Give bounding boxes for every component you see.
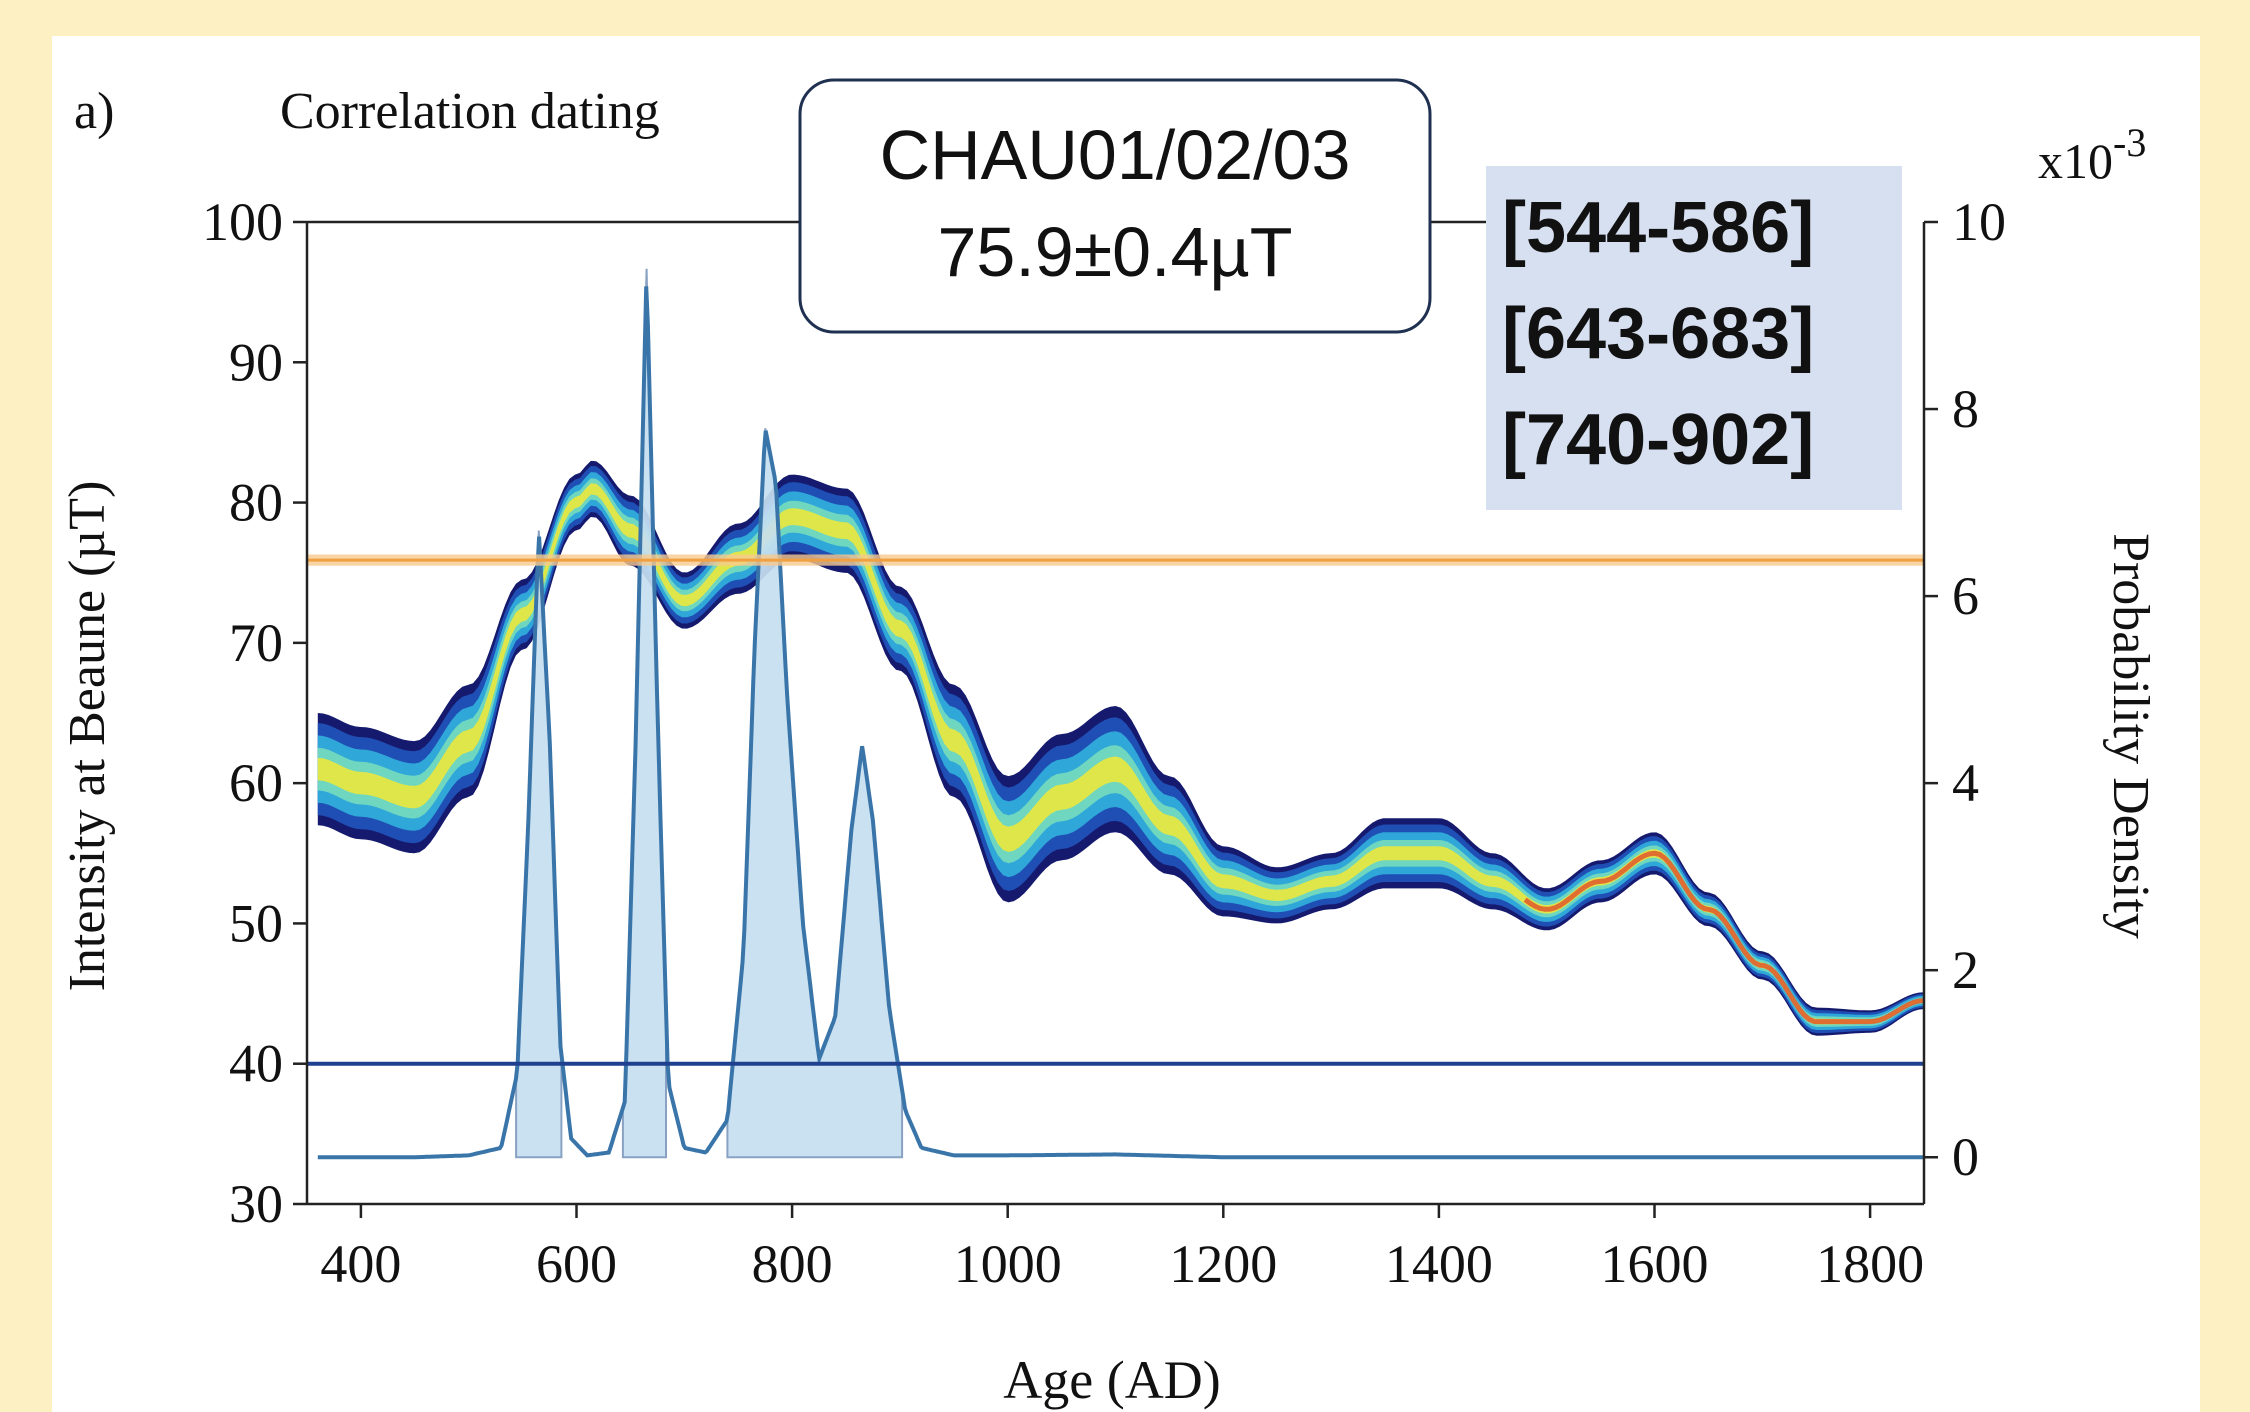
x-tick-label: 600 bbox=[536, 1234, 617, 1294]
y-tick-label-left: 80 bbox=[229, 473, 283, 533]
x-tick-label: 400 bbox=[320, 1234, 401, 1294]
y-axis-label-left: Intensity at Beaune (µT) bbox=[59, 481, 116, 992]
probability-density-curve bbox=[317, 286, 1924, 1160]
y-tick-label-left: 70 bbox=[229, 613, 283, 673]
sample-name: CHAU01/02/03 bbox=[880, 116, 1351, 194]
y-tick-label-right: 8 bbox=[1952, 379, 1979, 439]
x-axis-label: Age (AD) bbox=[1003, 1350, 1220, 1410]
y-tick-label-right: 10 bbox=[1952, 192, 2006, 252]
y-tick-label-left: 50 bbox=[229, 893, 283, 953]
curve-envelope-core bbox=[317, 478, 1924, 1027]
curve-max-probability-ridge bbox=[1523, 850, 1925, 1025]
x-tick-label: 1800 bbox=[1816, 1234, 1924, 1294]
y-axis-label-right: Probability Density bbox=[2102, 533, 2159, 939]
age-interval-3: [740-902] bbox=[1502, 400, 1814, 480]
correlation-dating-chart: 400 600 800 1000 1200 1400 1600 180030405060708… bbox=[59, 78, 2159, 1410]
x-tick-label: 1400 bbox=[1385, 1234, 1493, 1294]
sample-intensity: 75.9±0.4µT bbox=[937, 213, 1292, 291]
y-tick-label-right: 4 bbox=[1952, 753, 1979, 813]
x-tick-label: 1200 bbox=[1169, 1234, 1277, 1294]
panel-label: a) bbox=[74, 83, 114, 140]
y-tick-label-left: 30 bbox=[229, 1174, 283, 1234]
y-tick-label-right: 6 bbox=[1952, 566, 1979, 626]
x-tick-label: 1600 bbox=[1601, 1234, 1709, 1294]
age-interval-1: [544-586] bbox=[1502, 188, 1814, 268]
sample-info-box: CHAU01/02/03 75.9±0.4µT bbox=[798, 78, 1432, 334]
reference-lines bbox=[307, 554, 1924, 1066]
figure-panel: 400 600 800 1000 1200 1400 1600 1800 30 40 50 60 70 8… bbox=[52, 36, 2200, 1412]
x-tick-label: 800 bbox=[752, 1234, 833, 1294]
right-axis-multiplier: x10-3 bbox=[2038, 120, 2146, 189]
y-tick-label-right: 2 bbox=[1952, 940, 1979, 1000]
y-tick-label-left: 60 bbox=[229, 753, 283, 813]
probability-density-layer bbox=[317, 268, 1924, 1160]
x-tick-label: 1000 bbox=[954, 1234, 1062, 1294]
y-tick-label-left: 90 bbox=[229, 332, 283, 392]
panel-title: Correlation dating bbox=[280, 83, 660, 140]
age-interval-2: [643-683] bbox=[1502, 294, 1814, 374]
y-tick-label-left: 40 bbox=[229, 1034, 283, 1094]
axes: 400 600 800 1000 1200 1400 1600 180030405060708… bbox=[202, 192, 2006, 1294]
y-tick-label-right: 0 bbox=[1952, 1127, 1979, 1187]
age-intervals-box: [544-586] [643-683] [740-902] bbox=[1486, 166, 1902, 510]
geomagnetic-curve bbox=[317, 460, 1925, 1036]
y-tick-label-left: 100 bbox=[202, 192, 283, 252]
